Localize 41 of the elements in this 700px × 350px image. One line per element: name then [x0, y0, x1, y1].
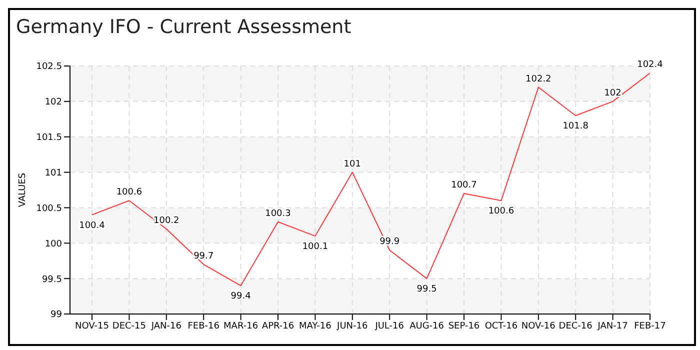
data-label: 99.5 — [416, 284, 437, 295]
x-tick-label: JAN-17 — [596, 321, 628, 332]
x-tick-label: APR-16 — [262, 321, 294, 332]
data-label: 100.4 — [79, 220, 106, 231]
x-tick-label: MAR-16 — [224, 321, 258, 332]
y-tick-label: 102 — [44, 98, 62, 108]
data-label: 99.4 — [230, 292, 252, 302]
data-label: 101.8 — [562, 122, 589, 132]
y-tick-label: 100.5 — [36, 204, 62, 214]
data-label: 99.7 — [194, 251, 214, 262]
x-tick-label: FEB-16 — [188, 321, 220, 332]
data-label: 100.1 — [302, 242, 328, 252]
x-tick-label: JUN-16 — [336, 321, 368, 332]
x-tick-label: MAY-16 — [299, 321, 332, 332]
data-label: 100.7 — [451, 180, 477, 191]
data-label: 100.3 — [265, 208, 291, 219]
x-tick-label: NOV-16 — [521, 321, 556, 332]
y-tick-label: 99.5 — [42, 274, 62, 285]
data-label: 101 — [344, 159, 361, 170]
data-label: 102 — [604, 88, 622, 98]
y-tick-label: 99 — [50, 310, 62, 320]
x-tick-label: NOV-15 — [75, 321, 109, 332]
x-tick-label: SEP-16 — [448, 321, 480, 332]
x-tick-label: OCT-16 — [484, 321, 518, 332]
x-tick-label: DEC-15 — [112, 321, 146, 332]
data-label: 100.2 — [154, 216, 180, 226]
x-tick-label: AUG-16 — [410, 321, 444, 332]
y-tick-label: 100 — [44, 239, 62, 250]
y-axis-title: VALUES — [18, 172, 28, 208]
y-tick-label: 101 — [44, 168, 62, 178]
y-tick-label: 102.5 — [36, 62, 62, 72]
x-tick-label: JAN-16 — [150, 321, 182, 332]
data-label: 102.2 — [526, 74, 552, 84]
x-tick-label: DEC-16 — [558, 321, 593, 332]
data-label: 102.4 — [637, 60, 664, 70]
chart-title: Germany IFO - Current Assessment — [16, 16, 352, 38]
data-label: 100.6 — [488, 206, 514, 217]
x-tick-label: JUL-16 — [374, 321, 404, 332]
data-label: 100.6 — [116, 188, 142, 198]
y-tick-label: 101.5 — [36, 133, 62, 144]
x-tick-label: FEB-17 — [634, 321, 666, 332]
